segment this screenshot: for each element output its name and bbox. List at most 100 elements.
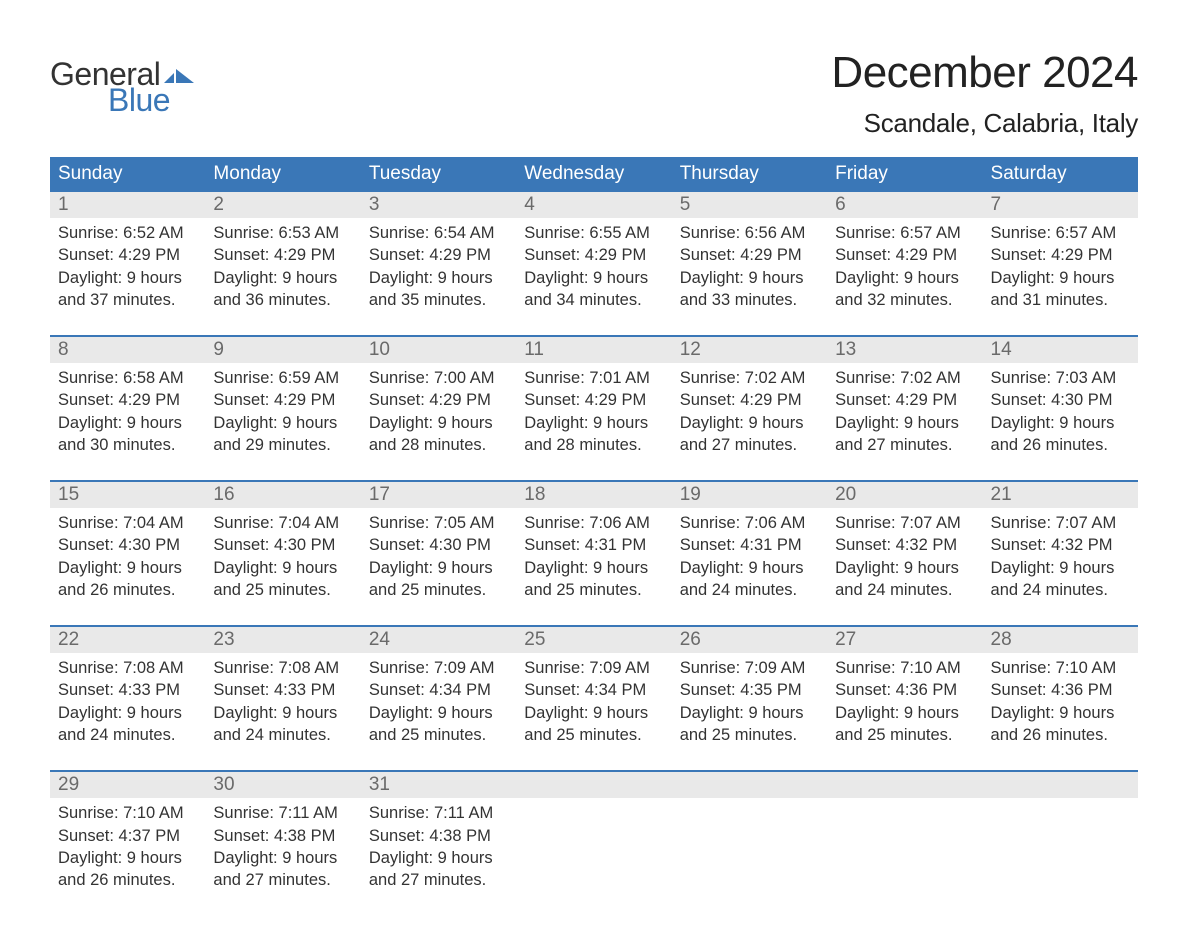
day-number: 6 [827,192,982,218]
day-dl1: Daylight: 9 hours [213,557,352,579]
day-dl1: Daylight: 9 hours [58,412,197,434]
day-sunrise: Sunrise: 7:11 AM [369,802,508,824]
day-sunset: Sunset: 4:29 PM [369,389,508,411]
day-number: 1 [50,192,205,218]
day-details: Sunrise: 6:58 AMSunset: 4:29 PMDaylight:… [50,363,205,456]
location-subtitle: Scandale, Calabria, Italy [831,108,1138,139]
day-dl2: and 35 minutes. [369,289,508,311]
day-dl2: and 28 minutes. [369,434,508,456]
weekday-header: Thursday [672,157,827,192]
day-sunset: Sunset: 4:36 PM [991,679,1130,701]
day-sunrise: Sunrise: 7:10 AM [991,657,1130,679]
day-details: Sunrise: 6:57 AMSunset: 4:29 PMDaylight:… [827,218,982,311]
day-sunrise: Sunrise: 7:10 AM [835,657,974,679]
daynum-row: 891011121314 [50,337,1138,363]
details-row: Sunrise: 7:04 AMSunset: 4:30 PMDaylight:… [50,508,1138,601]
day-details: Sunrise: 7:07 AMSunset: 4:32 PMDaylight:… [827,508,982,601]
day-sunset: Sunset: 4:32 PM [835,534,974,556]
day-sunrise: Sunrise: 7:09 AM [369,657,508,679]
day-details: Sunrise: 7:08 AMSunset: 4:33 PMDaylight:… [50,653,205,746]
day-details [983,798,1138,891]
day-dl2: and 24 minutes. [991,579,1130,601]
day-sunrise: Sunrise: 7:11 AM [213,802,352,824]
day-sunrise: Sunrise: 7:04 AM [58,512,197,534]
day-dl1: Daylight: 9 hours [991,557,1130,579]
day-sunset: Sunset: 4:29 PM [213,244,352,266]
day-sunrise: Sunrise: 7:01 AM [524,367,663,389]
day-dl2: and 25 minutes. [369,579,508,601]
daynum-row: 22232425262728 [50,627,1138,653]
day-details: Sunrise: 7:10 AMSunset: 4:36 PMDaylight:… [983,653,1138,746]
title-block: December 2024 Scandale, Calabria, Italy [831,30,1138,153]
day-dl1: Daylight: 9 hours [58,267,197,289]
day-dl2: and 30 minutes. [58,434,197,456]
day-sunrise: Sunrise: 7:05 AM [369,512,508,534]
day-dl2: and 25 minutes. [524,724,663,746]
day-dl2: and 37 minutes. [58,289,197,311]
day-sunrise: Sunrise: 7:06 AM [680,512,819,534]
day-sunset: Sunset: 4:30 PM [213,534,352,556]
day-number: 8 [50,337,205,363]
day-sunrise: Sunrise: 6:55 AM [524,222,663,244]
day-details: Sunrise: 6:53 AMSunset: 4:29 PMDaylight:… [205,218,360,311]
day-sunset: Sunset: 4:29 PM [524,389,663,411]
day-dl2: and 29 minutes. [213,434,352,456]
day-details: Sunrise: 7:00 AMSunset: 4:29 PMDaylight:… [361,363,516,456]
day-sunrise: Sunrise: 6:58 AM [58,367,197,389]
day-number: 27 [827,627,982,653]
day-details: Sunrise: 7:05 AMSunset: 4:30 PMDaylight:… [361,508,516,601]
day-dl2: and 25 minutes. [835,724,974,746]
day-number: 18 [516,482,671,508]
day-details: Sunrise: 7:11 AMSunset: 4:38 PMDaylight:… [361,798,516,891]
day-dl2: and 27 minutes. [213,869,352,891]
day-dl1: Daylight: 9 hours [680,267,819,289]
weekday-header: Monday [205,157,360,192]
day-sunset: Sunset: 4:29 PM [524,244,663,266]
day-dl1: Daylight: 9 hours [369,412,508,434]
day-number: 12 [672,337,827,363]
day-sunrise: Sunrise: 6:56 AM [680,222,819,244]
day-dl1: Daylight: 9 hours [213,412,352,434]
day-dl1: Daylight: 9 hours [58,557,197,579]
day-sunrise: Sunrise: 7:06 AM [524,512,663,534]
day-number [983,772,1138,798]
day-number: 3 [361,192,516,218]
day-sunrise: Sunrise: 6:52 AM [58,222,197,244]
day-sunset: Sunset: 4:29 PM [835,389,974,411]
day-details: Sunrise: 7:11 AMSunset: 4:38 PMDaylight:… [205,798,360,891]
day-sunrise: Sunrise: 7:08 AM [58,657,197,679]
details-row: Sunrise: 6:52 AM Sunset: 4:29 PM Daylight:… [50,218,1138,311]
day-sunrise: Sunrise: 7:09 AM [524,657,663,679]
day-sunrise: Sunrise: 7:02 AM [835,367,974,389]
day-number [516,772,671,798]
day-sunrise: Sunrise: 6:53 AM [213,222,352,244]
day-number: 16 [205,482,360,508]
day-dl2: and 32 minutes. [835,289,974,311]
details-row: Sunrise: 7:08 AMSunset: 4:33 PMDaylight:… [50,653,1138,746]
day-sunset: Sunset: 4:38 PM [369,825,508,847]
day-details: Sunrise: 7:09 AMSunset: 4:35 PMDaylight:… [672,653,827,746]
day-sunset: Sunset: 4:33 PM [213,679,352,701]
day-number: 29 [50,772,205,798]
day-sunset: Sunset: 4:31 PM [680,534,819,556]
day-dl1: Daylight: 9 hours [213,847,352,869]
day-details: Sunrise: 7:03 AMSunset: 4:30 PMDaylight:… [983,363,1138,456]
day-details: Sunrise: 6:52 AMSunset: 4:29 PMDaylight:… [50,218,205,311]
day-details: Sunrise: 7:06 AMSunset: 4:31 PMDaylight:… [672,508,827,601]
day-dl1: Daylight: 9 hours [58,702,197,724]
day-sunset: Sunset: 4:30 PM [991,389,1130,411]
day-number: 13 [827,337,982,363]
day-sunrise: Sunrise: 7:02 AM [680,367,819,389]
day-number: 25 [516,627,671,653]
weeks-container: 1234567Sunrise: 6:52 AMSunset: 4:29 PMDa… [50,192,1138,891]
day-dl1: Daylight: 9 hours [213,702,352,724]
calendar-week: 15161718192021Sunrise: 7:04 AMSunset: 4:… [50,480,1138,601]
day-sunset: Sunset: 4:29 PM [835,244,974,266]
day-number: 5 [672,192,827,218]
day-dl2: and 34 minutes. [524,289,663,311]
day-number: 9 [205,337,360,363]
day-number: 31 [361,772,516,798]
day-dl1: Daylight: 9 hours [835,412,974,434]
day-number: 20 [827,482,982,508]
calendar-week: 293031Sunrise: 7:10 AMSunset: 4:37 PMDay… [50,770,1138,891]
